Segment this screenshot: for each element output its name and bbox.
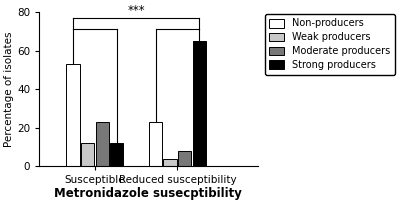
Bar	[66, 64, 80, 166]
Bar	[164, 159, 177, 166]
Legend: Non-producers, Weak producers, Moderate producers, Strong producers: Non-producers, Weak producers, Moderate …	[264, 14, 395, 75]
Bar	[110, 143, 124, 166]
Bar	[193, 41, 206, 166]
Text: ***: ***	[127, 4, 145, 17]
Bar	[81, 143, 94, 166]
Bar	[96, 122, 109, 166]
Bar	[149, 122, 162, 166]
Bar	[178, 151, 191, 166]
Y-axis label: Percentage of isolates: Percentage of isolates	[4, 31, 14, 147]
X-axis label: Metronidazole susecptibility: Metronidazole susecptibility	[54, 187, 242, 200]
